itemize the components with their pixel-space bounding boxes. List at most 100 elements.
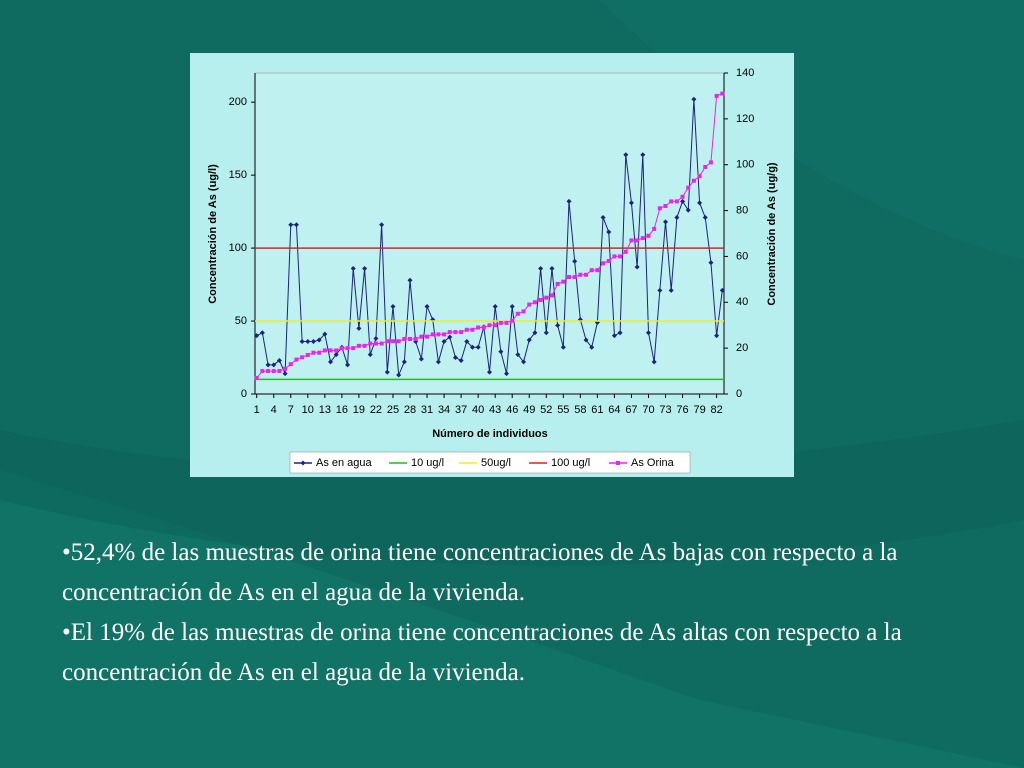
marker: [635, 238, 640, 243]
marker: [703, 165, 708, 170]
x-tick-label: 61: [591, 404, 603, 416]
marker: [345, 362, 351, 368]
bullet: •52,4% de las muestras de orina tiene co…: [62, 539, 898, 606]
y-tick-label: 0: [241, 388, 247, 400]
marker: [532, 330, 538, 336]
marker: [691, 96, 697, 102]
x-tick-label: 16: [336, 404, 348, 416]
marker: [402, 336, 407, 341]
marker: [408, 336, 413, 341]
marker: [561, 279, 566, 284]
marker: [282, 371, 288, 377]
marker: [697, 174, 702, 179]
marker: [385, 339, 390, 344]
y2-tick-label: 60: [736, 250, 748, 262]
marker: [686, 185, 691, 190]
marker: [339, 346, 344, 351]
x-tick-label: 7: [288, 404, 294, 416]
marker: [266, 369, 271, 374]
marker: [680, 194, 685, 199]
legend-label: 50ug/l: [481, 457, 511, 469]
legend: [289, 451, 691, 474]
marker: [549, 266, 555, 272]
marker: [384, 369, 390, 375]
marker: [498, 320, 503, 325]
x-tick-label: 34: [438, 404, 450, 416]
marker: [276, 357, 282, 363]
marker: [254, 333, 260, 339]
marker: [685, 207, 691, 213]
marker: [634, 264, 640, 270]
marker: [589, 344, 595, 350]
marker: [459, 330, 464, 335]
marker: [300, 355, 305, 360]
marker: [572, 258, 578, 264]
y2-axis-title: Concentración de As (ug/g): [766, 162, 778, 306]
marker: [407, 277, 413, 283]
marker: [555, 322, 561, 328]
marker: [265, 362, 271, 368]
marker: [447, 334, 453, 340]
marker: [373, 336, 379, 342]
marker: [260, 369, 265, 374]
marker: [452, 355, 458, 361]
marker: [515, 311, 520, 316]
x-tick-label: 19: [353, 404, 365, 416]
marker: [447, 330, 452, 335]
marker: [453, 330, 458, 335]
marker: [509, 303, 515, 309]
marker: [436, 332, 441, 337]
marker: [305, 353, 310, 358]
marker: [611, 333, 617, 339]
marker: [424, 303, 430, 309]
marker: [441, 338, 447, 344]
marker: [277, 369, 282, 374]
marker: [305, 338, 311, 344]
marker: [333, 352, 339, 358]
marker: [532, 300, 537, 305]
marker: [538, 266, 544, 272]
marker: [566, 198, 572, 204]
x-tick-label: 67: [625, 404, 637, 416]
marker: [515, 352, 521, 358]
marker: [345, 346, 350, 351]
marker: [544, 295, 549, 300]
x-tick-label: 1: [254, 404, 260, 416]
legend-label: 100 ug/l: [551, 457, 590, 469]
marker: [702, 214, 708, 220]
marker: [328, 348, 333, 353]
marker: [618, 254, 623, 259]
marker: [719, 287, 725, 293]
y2-tick-label: 100: [736, 159, 754, 171]
x-tick-label: 25: [387, 404, 399, 416]
x-tick-label: 79: [693, 404, 705, 416]
marker: [430, 332, 435, 337]
x-tick-label: 70: [642, 404, 654, 416]
x-tick-label: 4: [271, 404, 277, 416]
x-tick-label: 73: [659, 404, 671, 416]
marker: [283, 366, 288, 371]
marker: [629, 238, 634, 243]
marker: [367, 352, 373, 358]
marker: [600, 214, 606, 220]
x-tick-label: 13: [319, 404, 331, 416]
y-tick-label: 100: [229, 242, 247, 254]
marker: [390, 303, 396, 309]
y2-tick-label: 120: [736, 113, 754, 125]
marker: [259, 330, 265, 336]
y-tick-label: 150: [229, 169, 247, 181]
marker: [680, 198, 686, 204]
marker: [657, 206, 662, 211]
marker: [368, 341, 373, 346]
y-tick-label: 200: [229, 96, 247, 108]
x-tick-label: 76: [676, 404, 688, 416]
marker: [601, 261, 606, 266]
marker: [646, 233, 651, 238]
marker: [623, 152, 629, 158]
marker: [362, 343, 367, 348]
marker: [418, 356, 424, 362]
legend-label: 10 ug/l: [411, 457, 444, 469]
marker: [708, 260, 714, 266]
x-tick-label: 55: [557, 404, 569, 416]
